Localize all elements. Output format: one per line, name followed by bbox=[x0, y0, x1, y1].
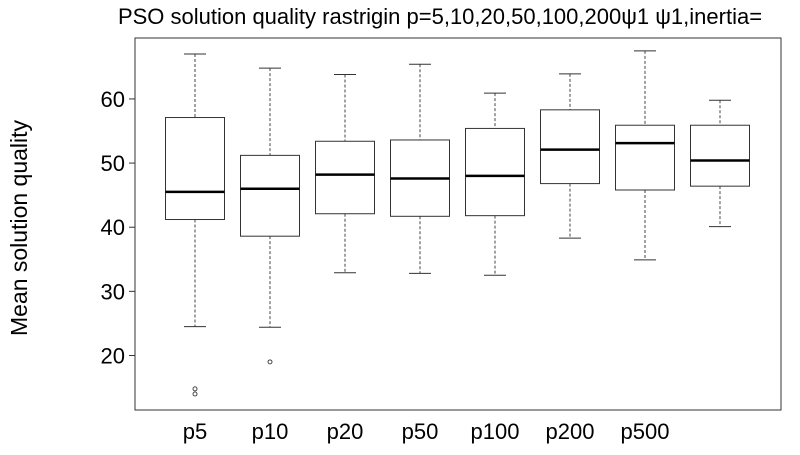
box-group bbox=[465, 92, 525, 276]
box-group bbox=[165, 53, 225, 397]
box-series bbox=[165, 50, 750, 397]
y-tick-label: 20 bbox=[101, 343, 125, 368]
box-group bbox=[615, 50, 675, 261]
x-tick-label: p100 bbox=[471, 419, 520, 444]
x-tick-label: p500 bbox=[621, 419, 670, 444]
iqr-box bbox=[240, 154, 300, 237]
iqr-box bbox=[465, 127, 525, 217]
chart-title: PSO solution quality rastrigin p=5,10,20… bbox=[118, 4, 762, 29]
y-tick-label: 30 bbox=[101, 279, 125, 304]
outlier-point bbox=[192, 391, 198, 397]
box-group bbox=[540, 73, 600, 239]
box-group bbox=[240, 67, 300, 365]
box-group bbox=[690, 99, 750, 228]
iqr-box bbox=[165, 117, 225, 221]
box-group bbox=[390, 63, 450, 274]
iqr-box bbox=[690, 124, 750, 187]
x-tick-label: p10 bbox=[252, 419, 289, 444]
box-group bbox=[315, 74, 375, 274]
iqr-box bbox=[315, 140, 375, 215]
x-tick-label: p5 bbox=[183, 419, 207, 444]
plot-area-frame bbox=[134, 37, 782, 411]
iqr-box bbox=[540, 109, 600, 185]
y-tick-label: 60 bbox=[101, 87, 125, 112]
outlier-point bbox=[192, 386, 198, 392]
iqr-box bbox=[615, 124, 675, 191]
outlier-point bbox=[267, 359, 273, 365]
y-tick-label: 40 bbox=[101, 215, 125, 240]
y-axis-label: Mean solution quality bbox=[6, 119, 32, 336]
x-tick-label: p20 bbox=[327, 419, 364, 444]
x-tick-label: p50 bbox=[402, 419, 439, 444]
y-axis: 20 30 40 50 60 bbox=[101, 87, 135, 368]
y-tick-label: 50 bbox=[101, 151, 125, 176]
x-axis: p5 p10 p20 p50 p100 p200 p500 bbox=[183, 419, 670, 444]
x-tick-label: p200 bbox=[546, 419, 595, 444]
